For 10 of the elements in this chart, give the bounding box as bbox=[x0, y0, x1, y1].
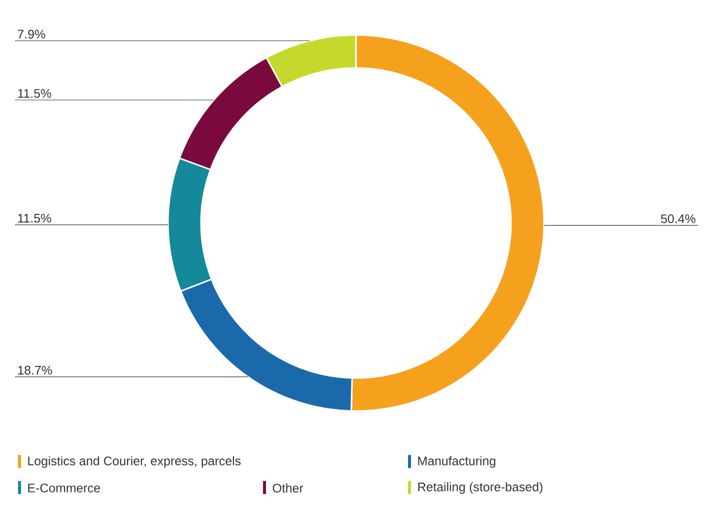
legend-label: Logistics and Courier, express, parcels bbox=[28, 456, 241, 468]
legend-label: Retailing (store-based) bbox=[418, 482, 542, 494]
data-label: 11.5% bbox=[18, 89, 52, 98]
legend-label: Manufacturing bbox=[418, 456, 496, 468]
data-label: 18.7% bbox=[18, 366, 52, 375]
data-label: 11.5% bbox=[18, 214, 52, 223]
data-label: 50.4% bbox=[661, 214, 696, 224]
legend-label: Other bbox=[272, 483, 304, 493]
legend-label: E-Commerce bbox=[28, 484, 100, 492]
data-label: 7.9% bbox=[18, 30, 46, 39]
